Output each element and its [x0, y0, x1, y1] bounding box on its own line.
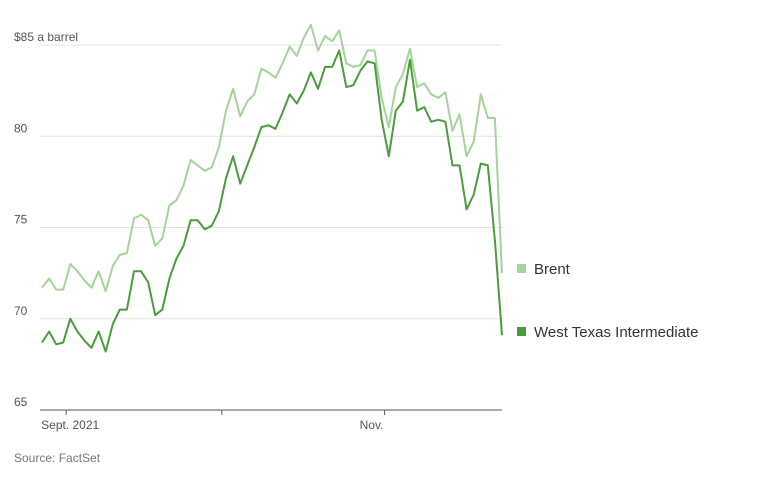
series-lines: [41, 23, 503, 353]
legend-swatch: [517, 264, 526, 273]
y-tick-label: 80: [14, 121, 28, 135]
legend-label: Brent: [534, 261, 571, 278]
x-tick-label: Sept. 2021: [41, 418, 99, 432]
x-tick-label: Nov.: [360, 418, 384, 432]
y-axis-tick-labels: $85 a barrel 80 75 70 65: [14, 30, 78, 409]
y-tick-label: 70: [14, 304, 28, 318]
y-tick-label: 65: [14, 395, 28, 409]
y-tick-label: 75: [14, 213, 28, 227]
series-line-wti: [41, 49, 503, 353]
x-axis-ticks: Sept. 2021 Nov.: [41, 410, 386, 432]
series-line-brent: [41, 23, 503, 293]
y-tick-label: $85 a barrel: [14, 30, 78, 44]
source-note: Source: FactSet: [14, 451, 101, 465]
legend-label: West Texas Intermediate: [534, 324, 699, 341]
gridlines: [40, 44, 502, 320]
legend: Brent West Texas Intermediate: [517, 261, 699, 341]
legend-swatch: [517, 327, 526, 336]
